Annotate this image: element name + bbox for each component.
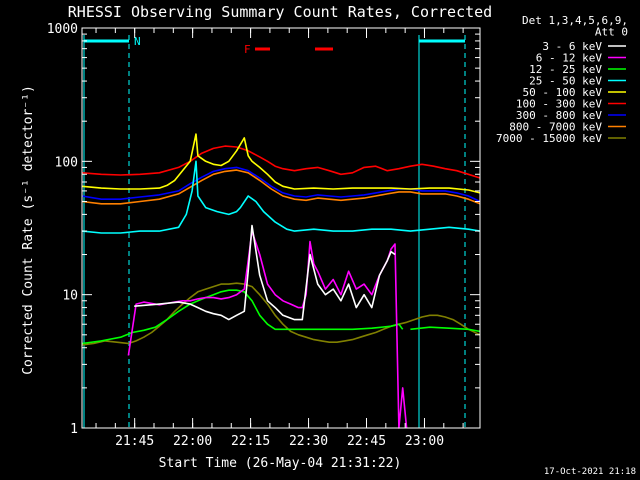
series-line [81, 145, 481, 179]
series-line [81, 289, 404, 345]
series-layer [81, 133, 481, 429]
chart-title: RHESSI Observing Summary Count Rates, Co… [68, 3, 492, 21]
y-axis-label: Corrected Count Rate (s⁻¹ detector⁻¹) [21, 85, 36, 375]
flare-flag-markers: F [244, 43, 333, 56]
x-axis: 21:45 22:00 22:15 22:30 22:45 23:00 [95, 28, 464, 449]
night-label: N [134, 35, 141, 48]
legend-entry: 300 - 800 keV [516, 109, 602, 122]
series-line [81, 166, 481, 203]
legend-entry: 25 - 50 keV [529, 75, 602, 88]
series-line [81, 169, 481, 205]
legend-entry: 800 - 7000 keV [509, 121, 602, 134]
x-tick-label: 22:45 [347, 434, 386, 449]
plot-frame [81, 27, 481, 429]
series-line [81, 282, 481, 346]
series-line [81, 160, 481, 234]
legend-entry: 12 - 25 keV [529, 63, 602, 76]
legend-entry: 50 - 100 keV [523, 86, 603, 99]
series-line [410, 326, 481, 333]
y-tick-label: 1 [70, 422, 78, 437]
footer-date: 17-Oct-2021 21:18 [544, 467, 636, 477]
y-tick-label: 100 [55, 155, 78, 170]
legend-entry: 7000 - 15000 keV [496, 132, 602, 145]
x-axis-label: Start Time (26-May-04 21:31:22) [159, 456, 402, 471]
legend-header: Det 1,3,4,5,6,9, [522, 14, 628, 27]
x-tick-label: 22:15 [231, 434, 270, 449]
legend-entry: 6 - 12 keV [536, 52, 603, 65]
y-axis: 1 10 100 1000 [47, 22, 480, 437]
legend-entry: 100 - 300 keV [516, 98, 602, 111]
x-tick-label: 22:30 [289, 434, 328, 449]
series-line [81, 133, 481, 194]
series-line [127, 230, 408, 429]
x-tick-label: 23:00 [405, 434, 444, 449]
x-tick-label: 22:00 [173, 434, 212, 449]
y-tick-label: 1000 [47, 22, 78, 37]
flare-label: F [244, 43, 251, 56]
legend-entry: 3 - 6 keV [542, 40, 602, 53]
legend-header: Att 0 [595, 26, 628, 39]
x-tick-label: 21:45 [115, 434, 154, 449]
y-tick-label: 10 [62, 289, 78, 304]
series-line [134, 224, 396, 321]
